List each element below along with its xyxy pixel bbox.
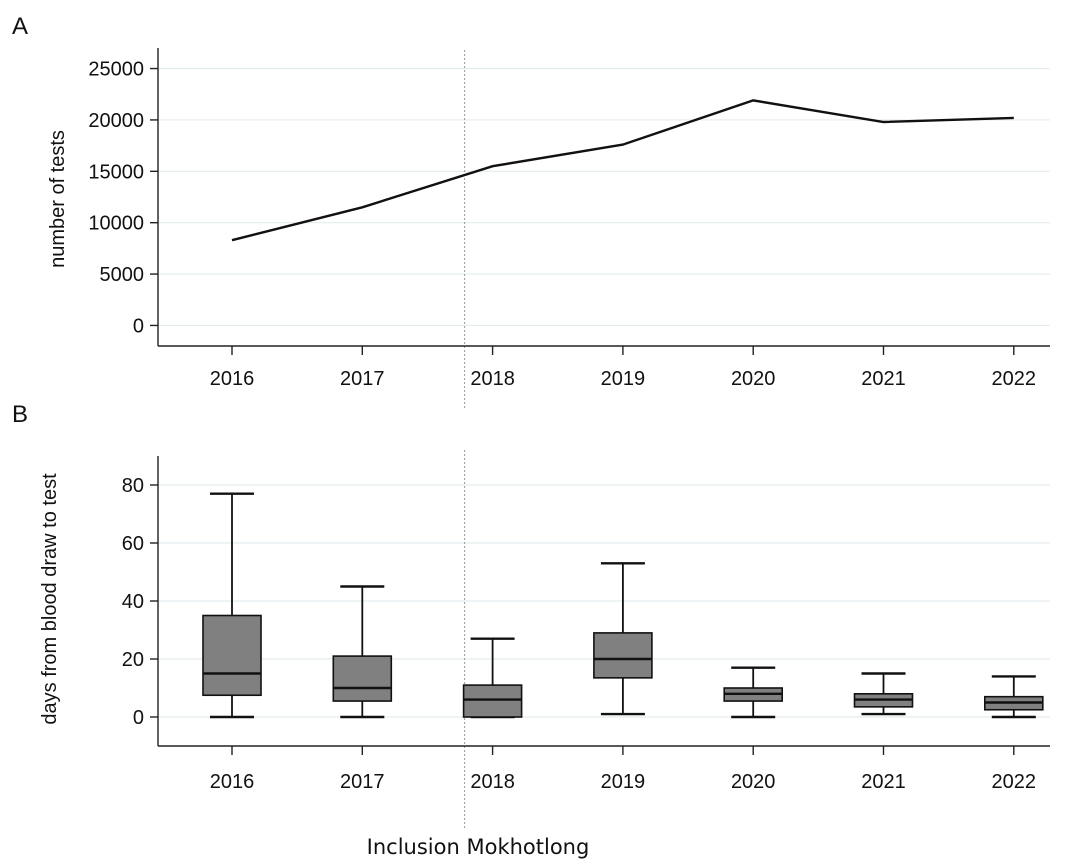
panel-b-y-tick-label: 40 [122, 591, 144, 613]
panel-b-y-tick-label: 0 [133, 707, 144, 729]
box-2018 [462, 637, 523, 719]
panel-b-gridlines [158, 484, 1050, 718]
panel-a-y-tick-label: 15000 [88, 161, 144, 183]
panel-b-x-tick-label: 2016 [210, 771, 255, 793]
panel-b-y-tick-label: 60 [122, 533, 144, 555]
box-2017 [332, 585, 393, 719]
box-2021 [853, 672, 914, 716]
panel-b-x-tick-label: 2021 [861, 771, 906, 793]
panel-b-x-tick-label: 2017 [340, 771, 385, 793]
panel-b-y-tick-label: 20 [122, 649, 144, 671]
panel-a-x-tick-label: 2017 [340, 368, 385, 390]
box-iqr [593, 632, 653, 679]
box-2020 [723, 666, 784, 719]
panel-b-box-plot: 0 20 40 60 80 2016 2017 2018 2019 2020 2021 2022 d… [39, 450, 1050, 830]
panel-a-y-tick-label: 20000 [88, 110, 144, 132]
panel-a-x-tick-label: 2018 [470, 368, 515, 390]
panel-b-boxes [202, 492, 1044, 719]
panel-a-x-tick-label: 2016 [210, 368, 255, 390]
panel-a-y-tick-label: 25000 [88, 59, 144, 81]
panel-a-x-ticks: 2016 2017 2018 2019 2020 2021 2022 [210, 346, 1036, 390]
panel-a-x-tick-label: 2020 [731, 368, 776, 390]
panel-a-y-tick-label: 0 [133, 315, 144, 337]
panel-b-y-axis-label: days from blood draw to test [39, 473, 61, 725]
panel-a-x-tick-label: 2022 [992, 368, 1037, 390]
panel-b-x-ticks: 2016 2017 2018 2019 2020 2021 2022 [210, 746, 1036, 793]
panel-a-y-tick-label: 10000 [88, 213, 144, 235]
panel-a-x-tick-label: 2021 [861, 368, 906, 390]
box-iqr [332, 655, 393, 702]
box-2016 [202, 492, 262, 719]
panel-b-y-ticks: 0 20 40 60 80 [122, 475, 158, 729]
panel-b-x-tick-label: 2019 [601, 771, 646, 793]
panel-b-x-tick-label: 2018 [470, 771, 515, 793]
panel-a-y-axis-label: number of tests [47, 130, 69, 268]
panel-b-y-tick-label: 80 [122, 475, 144, 497]
panel-a-x-tick-label: 2019 [601, 368, 646, 390]
box-2022 [983, 675, 1044, 719]
panel-a-gridlines [158, 67, 1050, 327]
panel-a-y-tick-label: 5000 [100, 264, 145, 286]
panel-label-b: B [12, 401, 28, 428]
panel-a-series-line [231, 99, 1014, 242]
panel-a-y-ticks: 0 5000 10000 15000 20000 25000 [88, 59, 158, 337]
box-iqr [462, 684, 523, 718]
panel-b-x-tick-label: 2020 [731, 771, 776, 793]
panel-label-a: A [12, 13, 28, 40]
panel-b-x-tick-label: 2022 [992, 771, 1037, 793]
box-2019 [593, 562, 653, 716]
inclusion-annotation: Inclusion Mokhotlong [367, 835, 590, 859]
box-iqr [202, 614, 262, 697]
